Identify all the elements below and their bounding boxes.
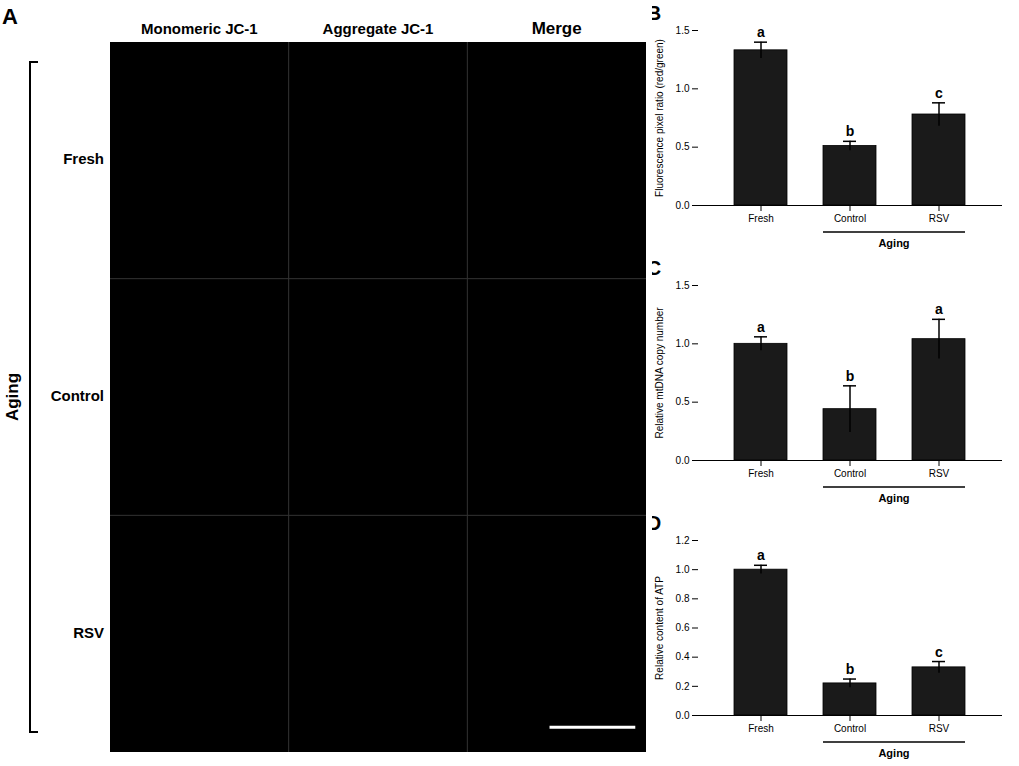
svg-text:c: c bbox=[935, 644, 943, 660]
svg-text:a: a bbox=[757, 319, 765, 335]
svg-text:Control: Control bbox=[834, 468, 866, 479]
svg-text:C: C bbox=[652, 257, 661, 279]
svg-text:c: c bbox=[935, 85, 943, 101]
svg-text:Merge: Merge bbox=[532, 19, 582, 38]
svg-text:B: B bbox=[652, 2, 661, 24]
svg-text:1.2: 1.2 bbox=[676, 535, 690, 546]
svg-text:0.0: 0.0 bbox=[676, 200, 690, 211]
svg-text:0.4: 0.4 bbox=[676, 651, 690, 662]
svg-text:Relative mtDNA copy number: Relative mtDNA copy number bbox=[654, 307, 665, 439]
svg-text:Aging: Aging bbox=[878, 237, 909, 249]
svg-text:0.0: 0.0 bbox=[676, 455, 690, 466]
svg-text:0.6: 0.6 bbox=[676, 622, 690, 633]
svg-text:Aging: Aging bbox=[3, 373, 22, 421]
svg-text:0.2: 0.2 bbox=[676, 681, 690, 692]
svg-text:Control: Control bbox=[834, 723, 866, 734]
svg-text:0.5: 0.5 bbox=[676, 396, 690, 407]
svg-text:RSV: RSV bbox=[73, 624, 104, 641]
svg-text:D: D bbox=[652, 512, 661, 534]
svg-text:A: A bbox=[2, 4, 18, 29]
svg-text:b: b bbox=[846, 368, 855, 384]
svg-text:RSV: RSV bbox=[929, 468, 950, 479]
svg-text:Fresh: Fresh bbox=[63, 150, 104, 167]
svg-text:a: a bbox=[757, 547, 765, 563]
svg-text:0.5: 0.5 bbox=[676, 141, 690, 152]
svg-text:Aging: Aging bbox=[878, 747, 909, 759]
svg-text:a: a bbox=[757, 24, 765, 40]
svg-text:1.0: 1.0 bbox=[676, 564, 690, 575]
svg-text:0.0: 0.0 bbox=[676, 710, 690, 721]
svg-text:1.0: 1.0 bbox=[676, 83, 690, 94]
svg-text:Aggregate JC-1: Aggregate JC-1 bbox=[323, 20, 434, 37]
svg-text:1.5: 1.5 bbox=[676, 280, 690, 291]
svg-text:Monomeric JC-1: Monomeric JC-1 bbox=[141, 20, 258, 37]
svg-text:Fresh: Fresh bbox=[748, 468, 774, 479]
svg-text:RSV: RSV bbox=[929, 723, 950, 734]
svg-text:a: a bbox=[935, 301, 943, 317]
svg-text:0.8: 0.8 bbox=[676, 593, 690, 604]
svg-text:Fluorescence pixel ratio (red/: Fluorescence pixel ratio (red/green) bbox=[654, 39, 665, 197]
svg-text:1.0: 1.0 bbox=[676, 338, 690, 349]
svg-text:1.5: 1.5 bbox=[676, 25, 690, 36]
svg-text:Fresh: Fresh bbox=[748, 213, 774, 224]
svg-text:b: b bbox=[846, 661, 855, 677]
svg-text:Relative content of ATP: Relative content of ATP bbox=[654, 576, 665, 680]
svg-text:Aging: Aging bbox=[878, 492, 909, 504]
svg-text:Control: Control bbox=[51, 387, 104, 404]
svg-text:Control: Control bbox=[834, 213, 866, 224]
svg-text:RSV: RSV bbox=[929, 213, 950, 224]
svg-text:Fresh: Fresh bbox=[748, 723, 774, 734]
svg-text:b: b bbox=[846, 123, 855, 139]
